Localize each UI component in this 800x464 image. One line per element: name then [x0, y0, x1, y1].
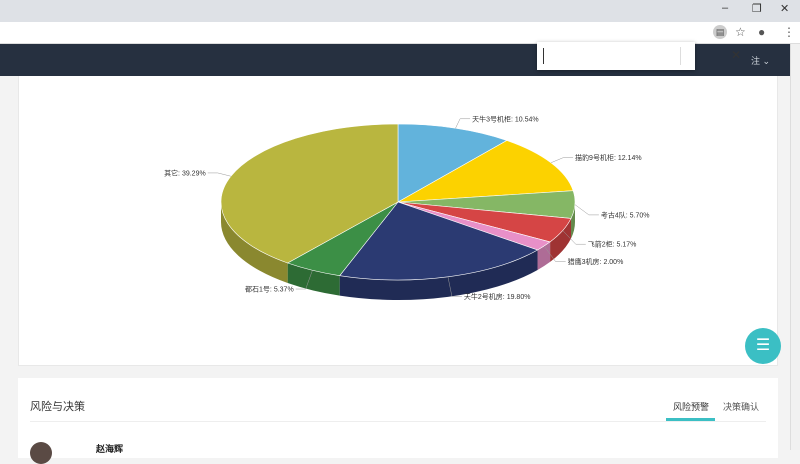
- pie-slice[interactable]: [339, 201, 539, 281]
- risk-card: 风险与决策 风险预警 决策确认 赵海辉: [18, 378, 778, 464]
- browser-titlebar: – ❐ ✕: [0, 0, 800, 22]
- label-leader-line: [455, 118, 471, 129]
- find-input[interactable]: [543, 48, 663, 64]
- pie-slice-side: [339, 249, 538, 300]
- pie-slice[interactable]: [397, 123, 508, 203]
- pie-slice-label: 飞箭2柜: 5.17%: [588, 240, 637, 249]
- tab-decision-confirm[interactable]: 决策确认: [723, 402, 760, 412]
- star-icon[interactable]: ☆: [735, 25, 746, 39]
- label-leader-line: [550, 157, 574, 163]
- label-leader-line: [543, 245, 566, 262]
- pie-slice-label: 猎鹰3机房: 2.00%: [568, 257, 624, 266]
- tab-risk-warning[interactable]: 风险预警: [673, 402, 710, 412]
- account-icon[interactable]: ●: [758, 25, 766, 39]
- section-title: 风险与决策: [30, 401, 85, 413]
- user-menu[interactable]: 注 ⌄: [750, 56, 770, 66]
- page-icon[interactable]: ▤: [713, 25, 727, 39]
- divider: [30, 421, 766, 422]
- avatar: [30, 442, 52, 464]
- pie-slice-label: 描豹9号机柜: 12.14%: [575, 153, 642, 162]
- minimize-button[interactable]: –: [722, 2, 729, 14]
- pie-slice-side: [221, 202, 288, 283]
- pie-slice-label: 天牛3号机柜: 10.54%: [472, 114, 539, 123]
- pie-slice-label: 其它: 39.29%: [164, 168, 206, 177]
- pie-chart: 天牛3号机柜: 10.54% 描豹9号机柜: 12.14% 考古4队: 5.70% 飞…: [164, 114, 650, 301]
- label-leader-line: [295, 270, 313, 290]
- label-leader-line: [207, 172, 231, 177]
- pie-slice-label: 天牛2号机房: 19.80%: [464, 292, 531, 301]
- restore-button[interactable]: ❐: [752, 3, 762, 15]
- menu-icon[interactable]: ⋮: [783, 25, 795, 39]
- active-tab-indicator: [666, 418, 715, 421]
- label-leader-line: [574, 204, 599, 216]
- find-bar: ✕: [537, 42, 741, 70]
- close-window-button[interactable]: ✕: [780, 3, 790, 15]
- pie-slice-side: [537, 241, 551, 270]
- pie-slice-label: 考古4队: 5.70%: [601, 210, 650, 219]
- fab-menu-button[interactable]: ☰: [745, 328, 781, 364]
- main-content: 天牛3号机柜: 10.54% 描豹9号机柜: 12.14% 考古4队: 5.70% 飞…: [0, 76, 790, 464]
- divider: [680, 47, 681, 65]
- pie-slice-side: [550, 218, 572, 262]
- pie-slice[interactable]: [397, 140, 574, 203]
- chart-card: 天牛3号机柜: 10.54% 描豹9号机柜: 12.14% 考古4队: 5.70% 飞…: [18, 76, 778, 366]
- close-icon[interactable]: ✕: [731, 48, 742, 62]
- label-leader-line: [562, 230, 586, 245]
- address-bar: ▤ ☆ ● ⋮: [0, 22, 800, 44]
- pie-slice-label: 都石1号: 5.37%: [245, 286, 294, 294]
- label-leader-line: [447, 276, 462, 297]
- scrollbar[interactable]: [790, 44, 800, 450]
- user-name: 赵海辉: [96, 444, 124, 454]
- pie-slice-side: [287, 262, 340, 296]
